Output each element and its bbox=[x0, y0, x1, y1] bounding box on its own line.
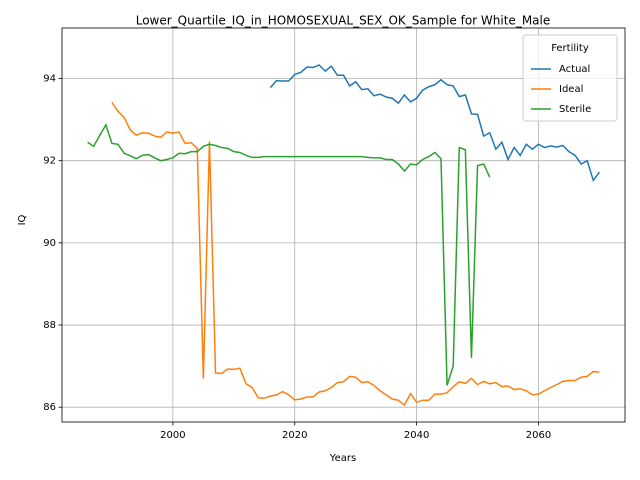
x-tick-label: 2040 bbox=[404, 430, 429, 441]
legend-label: Sterile bbox=[559, 104, 591, 115]
series-line bbox=[87, 123, 491, 386]
chart-title: Lower_Quartile_IQ_in_HOMOSEXUAL_SEX_OK_S… bbox=[136, 14, 551, 28]
legend-box bbox=[522, 34, 618, 122]
x-tick-label: 2000 bbox=[160, 430, 185, 441]
y-tick-label: 92 bbox=[43, 156, 56, 167]
x-tick-label: 2060 bbox=[526, 430, 551, 441]
series-line bbox=[269, 64, 601, 183]
y-tick-label: 86 bbox=[43, 402, 56, 413]
series-line bbox=[111, 101, 600, 407]
x-axis-label: Years bbox=[329, 453, 356, 464]
y-tick-label: 94 bbox=[43, 74, 56, 85]
y-tick-label: 90 bbox=[43, 238, 56, 249]
y-tick-label: 88 bbox=[43, 320, 56, 331]
plot-frame bbox=[61, 27, 626, 423]
legend-label: Actual bbox=[559, 64, 590, 75]
y-axis-label: IQ bbox=[17, 214, 28, 225]
x-tick-label: 2020 bbox=[282, 430, 307, 441]
legend-title: Fertility bbox=[551, 43, 589, 54]
legend-label: Ideal bbox=[559, 84, 583, 95]
